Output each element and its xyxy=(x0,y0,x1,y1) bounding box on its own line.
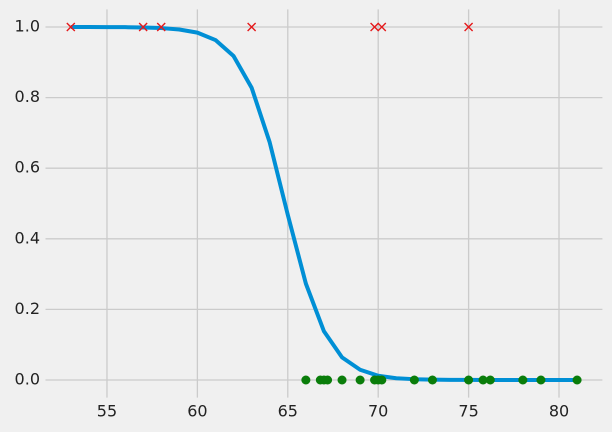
x-tick-label: 60 xyxy=(187,402,207,421)
curve xyxy=(70,25,578,382)
dot-marker xyxy=(323,375,333,385)
x-marker xyxy=(66,22,76,32)
dot-marker xyxy=(478,375,488,385)
dot-marker xyxy=(409,375,419,385)
dot-marker xyxy=(337,375,347,385)
x-marker xyxy=(464,22,474,32)
dot-marker xyxy=(464,375,474,385)
dot-marker xyxy=(536,375,546,385)
x-marker xyxy=(370,22,380,32)
y-tick-label: 1.0 xyxy=(15,17,40,36)
y-tick-label: 0.4 xyxy=(15,228,40,247)
x-marker xyxy=(247,22,257,32)
x-tick-label: 55 xyxy=(97,402,117,421)
x-marker xyxy=(138,22,148,32)
y-tick-label: 0.6 xyxy=(15,158,40,177)
x-tick-label: 70 xyxy=(368,402,388,421)
dot-marker xyxy=(377,375,387,385)
dot-marker xyxy=(427,375,437,385)
x-tick-label: 75 xyxy=(458,402,478,421)
x-tick-label: 80 xyxy=(549,402,569,421)
y-tick-label: 0.0 xyxy=(15,370,40,389)
y-tick-label: 0.2 xyxy=(15,299,40,318)
y-tick-label: 0.8 xyxy=(15,87,40,106)
x-marker xyxy=(377,22,387,32)
dot-marker xyxy=(355,375,365,385)
dot-marker xyxy=(518,375,528,385)
x-marker xyxy=(156,22,166,32)
dot-marker xyxy=(485,375,495,385)
dot-marker xyxy=(301,375,311,385)
dot-marker xyxy=(572,375,582,385)
x-tick-label: 65 xyxy=(278,402,298,421)
